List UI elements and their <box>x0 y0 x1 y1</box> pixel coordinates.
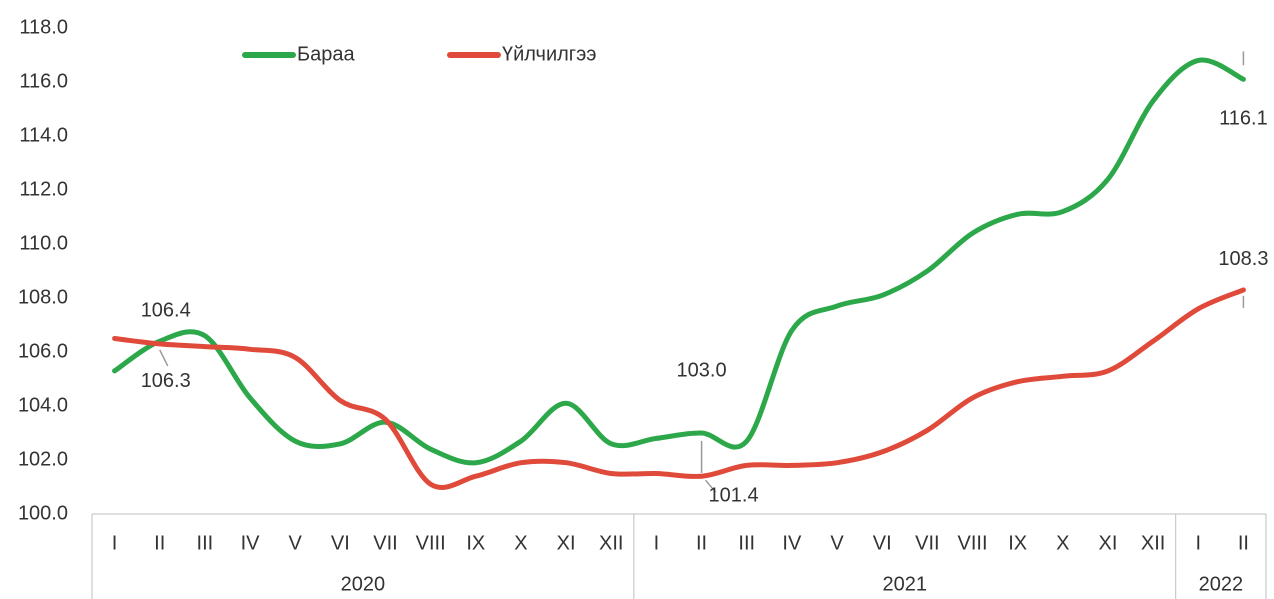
x-tick-label: IV <box>241 532 261 554</box>
x-tick-label: V <box>830 532 844 554</box>
group-label: 2020 <box>341 573 386 595</box>
x-tick-label: I <box>1195 532 1201 554</box>
y-tick-label: 114.0 <box>19 124 68 146</box>
x-tick-label: III <box>738 532 755 554</box>
x-tick-label: IX <box>466 532 485 554</box>
group-label: 2021 <box>883 573 928 595</box>
x-tick-label: II <box>1238 532 1249 554</box>
y-tick-label: 110.0 <box>19 232 68 254</box>
x-tick-label: VIII <box>416 532 446 554</box>
y-tick-label: 100.0 <box>18 502 68 524</box>
y-tick-label: 116.0 <box>19 70 68 92</box>
x-tick-label: VIII <box>957 532 987 554</box>
x-tick-label: X <box>1056 532 1069 554</box>
x-tick-label: VI <box>873 532 892 554</box>
x-tick-label: I <box>654 532 660 554</box>
data-label: 101.4 <box>709 484 759 506</box>
x-tick-label: III <box>197 532 214 554</box>
x-tick-label: VI <box>331 532 350 554</box>
x-tick-label: IV <box>782 532 802 554</box>
y-tick-label: 118.0 <box>19 16 68 38</box>
y-tick-label: 112.0 <box>19 178 68 200</box>
data-label: 116.1 <box>1219 108 1268 130</box>
line-series <box>112 287 1246 491</box>
x-tick-label: IX <box>1008 532 1027 554</box>
x-tick-label: XII <box>1141 532 1165 554</box>
x-tick-label: II <box>154 532 165 554</box>
y-tick-label: 104.0 <box>18 394 68 416</box>
x-tick-label: X <box>514 532 527 554</box>
y-tick-label: 108.0 <box>18 286 68 308</box>
y-tick-label: 106.0 <box>18 340 68 362</box>
x-tick-label: XII <box>599 532 623 554</box>
x-tick-label: VII <box>373 532 397 554</box>
line-series <box>112 57 1246 466</box>
leader-line <box>159 349 169 367</box>
x-tick-label: V <box>289 532 303 554</box>
data-label: 106.3 <box>141 370 191 392</box>
y-tick-label: 102.0 <box>18 448 68 470</box>
data-label: 106.4 <box>141 299 191 321</box>
x-tick-label: VII <box>915 532 939 554</box>
leader-line <box>705 479 717 493</box>
x-tick-label: II <box>696 532 707 554</box>
data-label: 103.0 <box>677 359 727 381</box>
group-label: 2022 <box>1199 573 1244 595</box>
x-tick-label: XI <box>557 532 576 554</box>
data-label: 108.3 <box>1218 248 1268 270</box>
legend-label: Үйлчилгээ <box>502 43 597 65</box>
x-tick-label: I <box>112 532 118 554</box>
legend-label: Бараа <box>297 43 355 65</box>
x-tick-label: XI <box>1099 532 1118 554</box>
